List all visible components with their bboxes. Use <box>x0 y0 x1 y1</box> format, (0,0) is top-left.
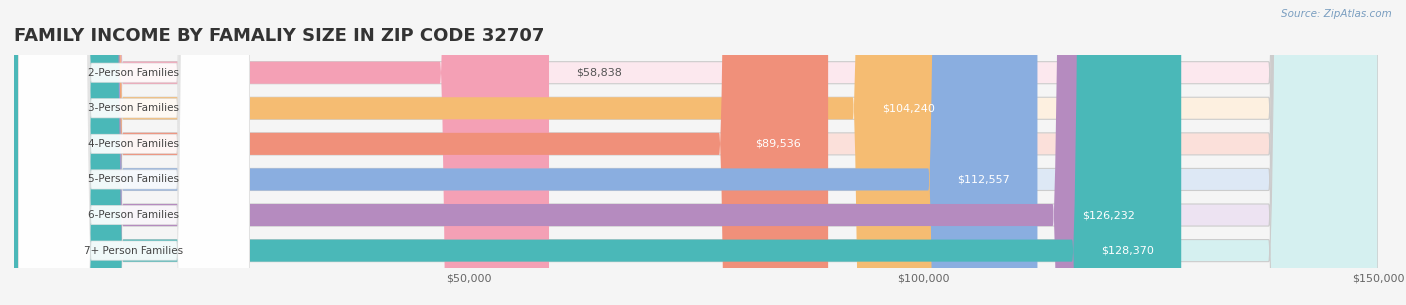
FancyBboxPatch shape <box>14 0 962 305</box>
Text: $112,557: $112,557 <box>957 174 1010 185</box>
FancyBboxPatch shape <box>18 0 249 305</box>
FancyBboxPatch shape <box>14 0 828 305</box>
FancyBboxPatch shape <box>18 0 249 305</box>
FancyBboxPatch shape <box>14 0 1378 305</box>
FancyBboxPatch shape <box>14 0 1181 305</box>
Text: FAMILY INCOME BY FAMALIY SIZE IN ZIP CODE 32707: FAMILY INCOME BY FAMALIY SIZE IN ZIP COD… <box>14 27 544 45</box>
Text: $104,240: $104,240 <box>882 103 935 113</box>
Text: 4-Person Families: 4-Person Families <box>89 139 180 149</box>
FancyBboxPatch shape <box>14 0 1378 305</box>
FancyBboxPatch shape <box>14 0 1378 305</box>
FancyBboxPatch shape <box>18 0 249 305</box>
Text: $89,536: $89,536 <box>755 139 801 149</box>
Text: 5-Person Families: 5-Person Families <box>89 174 180 185</box>
Text: 7+ Person Families: 7+ Person Families <box>84 246 184 256</box>
FancyBboxPatch shape <box>18 0 249 305</box>
FancyBboxPatch shape <box>14 0 1038 305</box>
FancyBboxPatch shape <box>18 0 249 305</box>
Text: 3-Person Families: 3-Person Families <box>89 103 180 113</box>
FancyBboxPatch shape <box>18 0 249 305</box>
FancyBboxPatch shape <box>14 0 1378 305</box>
FancyBboxPatch shape <box>14 0 1378 305</box>
Text: $128,370: $128,370 <box>1101 246 1154 256</box>
Text: 2-Person Families: 2-Person Families <box>89 68 180 78</box>
FancyBboxPatch shape <box>14 0 1161 305</box>
Text: 6-Person Families: 6-Person Families <box>89 210 180 220</box>
Text: $58,838: $58,838 <box>576 68 623 78</box>
FancyBboxPatch shape <box>14 0 1378 305</box>
FancyBboxPatch shape <box>14 0 548 305</box>
Text: Source: ZipAtlas.com: Source: ZipAtlas.com <box>1281 9 1392 19</box>
Text: $126,232: $126,232 <box>1081 210 1135 220</box>
